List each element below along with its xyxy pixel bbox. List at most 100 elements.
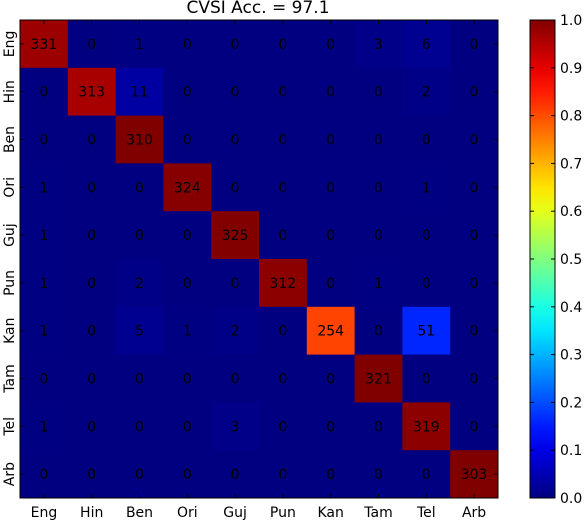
heatmap-cell [211,259,260,308]
heatmap-cell [306,402,356,451]
cell-value-label: 0 [39,133,48,149]
cell-value-label: 0 [422,467,431,483]
cell-value-label: 1 [422,180,431,196]
cell-value-label: 2 [135,276,144,292]
cell-value-label: 51 [417,324,435,340]
colorbar-tick-label: 1.0 [560,13,582,29]
colorbar-ticks: 0.0 0.1 0.2 0.3 0.4 0.5 0.6 0.7 0.8 0.9 1.0 [530,13,582,507]
cell-value-label: 3 [374,37,383,53]
cell-value-label: 0 [231,85,240,101]
cell-value-label: 0 [470,324,479,340]
heatmap-cell [20,402,69,451]
cell-value-label: 0 [278,419,287,435]
y-tick-label: Kan [2,318,18,344]
cell-value-label: 0 [87,324,96,340]
x-tick-label: Tam [363,505,392,521]
colorbar-tick-label: 0.0 [560,491,582,507]
cell-value-label: 0 [135,372,144,388]
heatmap-cell [306,450,356,499]
heatmap-cell [402,163,451,212]
cell-value-label: 0 [231,37,240,53]
heatmap-cell [67,115,117,164]
y-axis-ticks: Eng Hin Ben Ori Guj Pun Kan Tam Tel Arb [2,31,498,486]
y-tick-label: Ben [2,126,18,153]
cell-value-label: 0 [231,467,240,483]
heatmap-cell [450,354,499,403]
x-tick-label: Tel [416,505,436,521]
heatmap-cell [211,67,260,117]
cell-value-label: 0 [231,276,240,292]
cell-value-label: 0 [87,467,96,483]
cell-value-label: 0 [231,133,240,149]
cell-value-label: 0 [470,372,479,388]
cell-value-label: 0 [183,276,192,292]
heatmap-cell [402,450,451,499]
heatmap-cell [450,211,499,260]
heatmap-cell [67,450,117,499]
heatmap-cell [67,20,117,69]
heatmap-cell [354,402,403,451]
cell-value-label: 0 [39,372,48,388]
cell-value-label: 0 [470,85,479,101]
heatmap-cell [211,163,260,212]
cell-value-label: 6 [422,37,431,53]
x-axis-ticks: Eng Hin Ben Ori Guj Pun Kan Tam Tel Arb [31,20,486,521]
heatmap-cell [306,354,356,403]
heatmap-cell [163,20,212,69]
y-tick-label: Tam [2,364,18,393]
cell-value-label: 0 [374,324,383,340]
heatmap-cell [354,450,403,499]
cell-value-label: 0 [278,467,287,483]
heatmap-cell [354,306,403,356]
y-tick-label: Guj [2,223,18,247]
heatmap-cell [115,20,164,69]
cell-value-label: 0 [470,419,479,435]
heatmap-cell [354,211,403,260]
heatmap-cell [259,306,308,356]
heatmap-cell [211,450,260,499]
cell-value-label: 2 [422,85,431,101]
heatmap-cell [259,20,308,69]
heatmap-cell [67,163,117,212]
heatmap-cell [354,20,403,69]
cell-value-label: 0 [183,228,192,244]
cell-value-label: 0 [278,324,287,340]
heatmap-cell [20,306,69,356]
cell-value-label: 0 [422,133,431,149]
heatmap-cell [115,67,164,117]
heatmap-cell [115,450,164,499]
cell-value-label: 0 [326,180,335,196]
cell-value-label: 1 [39,419,48,435]
colorbar-tick-label: 0.2 [560,395,582,411]
cell-value-label: 0 [278,372,287,388]
heatmap-cell [450,20,499,69]
cell-value-label: 0 [278,133,287,149]
heatmap-cell [402,20,451,69]
colorbar-tick-label: 0.4 [560,300,582,316]
heatmap-cell [211,402,260,451]
colorbar-tick-label: 0.9 [560,61,582,77]
heatmap-cell [450,67,499,117]
heatmap-cells [20,20,499,499]
cell-value-label: 0 [470,133,479,149]
cell-value-label: 0 [39,85,48,101]
heatmap-cell-labels: 331 0 1 0 0 0 0 3 6 00 313 11 0 0 0 0 0 2 00 0 310 0 0 0 0 0 0 01 0 0… [31,37,488,483]
heatmap-cell [211,115,260,164]
y-tick-label: Eng [2,31,18,58]
cell-value-label: 0 [374,228,383,244]
cell-value-label: 0 [231,372,240,388]
cell-value-label: 303 [461,467,488,483]
x-tick-label: Eng [31,505,58,521]
heatmap-cell [211,354,260,403]
cell-value-label: 0 [278,85,287,101]
cell-value-label: 0 [470,180,479,196]
cell-value-label: 1 [39,180,48,196]
x-tick-label: Ben [126,505,153,521]
heatmap-cell [450,163,499,212]
heatmap-cell [115,163,164,212]
cell-value-label: 313 [78,85,105,101]
cell-value-label: 0 [422,276,431,292]
cell-value-label: 0 [326,85,335,101]
heatmap-cell [115,402,164,451]
heatmap-cell [259,115,308,164]
